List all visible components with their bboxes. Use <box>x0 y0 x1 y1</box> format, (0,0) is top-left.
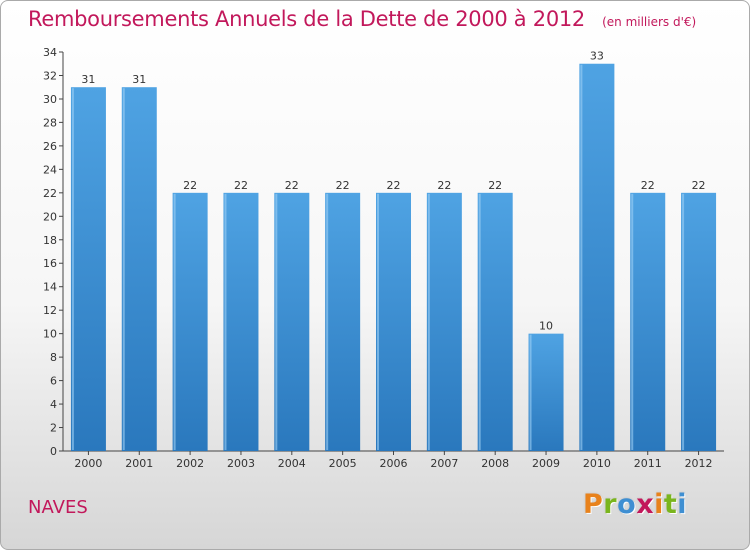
x-tick-label-2008: 2008 <box>481 457 509 470</box>
data-label-2003: 22 <box>234 179 248 192</box>
x-tick-label-2005: 2005 <box>329 457 357 470</box>
data-label-2011: 22 <box>641 179 655 192</box>
y-tick-label: 18 <box>43 234 57 247</box>
y-tick-label: 26 <box>43 140 57 153</box>
bar-highlight <box>427 193 430 450</box>
commune-name: NAVES <box>28 497 88 518</box>
y-tick-label: 20 <box>43 210 57 223</box>
x-tick-label-2012: 2012 <box>685 457 713 470</box>
bar-highlight <box>682 193 685 450</box>
bar-highlight <box>326 193 329 450</box>
data-label-2000: 31 <box>81 73 95 86</box>
bar-2002 <box>172 192 208 451</box>
y-tick-label: 32 <box>43 69 57 82</box>
chart-title: Remboursements Annuels de la Dette de 20… <box>28 7 585 31</box>
data-label-2008: 22 <box>488 179 502 192</box>
x-tick-label-2002: 2002 <box>176 457 204 470</box>
bar-highlight <box>580 64 583 450</box>
bar-2009 <box>528 333 564 451</box>
bar-2005 <box>325 192 361 451</box>
bar-highlight <box>122 88 125 451</box>
data-label-2002: 22 <box>183 179 197 192</box>
title-row: Remboursements Annuels de la Dette de 20… <box>28 7 696 31</box>
bar-2011 <box>630 192 666 451</box>
bar-2003 <box>223 192 259 451</box>
data-label-2006: 22 <box>387 179 401 192</box>
data-label-2012: 22 <box>692 179 706 192</box>
data-label-2007: 22 <box>437 179 451 192</box>
bar-highlight <box>173 193 176 450</box>
bar-highlight <box>631 193 634 450</box>
x-tick-label-2004: 2004 <box>278 457 306 470</box>
chart-subtitle: (en milliers d'€) <box>602 15 697 29</box>
bar-2008 <box>477 192 513 451</box>
y-tick-label: 10 <box>43 328 57 341</box>
bar-highlight <box>377 193 379 450</box>
y-tick-label: 34 <box>43 46 57 59</box>
x-tick-label-2001: 2001 <box>125 457 153 470</box>
bar-highlight <box>224 193 227 450</box>
y-tick-label: 6 <box>50 375 57 388</box>
y-tick-label: 14 <box>43 281 57 294</box>
bar-2006 <box>376 192 411 451</box>
y-tick-label: 0 <box>50 445 57 458</box>
bar-2007 <box>426 192 462 451</box>
y-tick-label: 16 <box>43 257 57 270</box>
x-tick-label-2011: 2011 <box>634 457 662 470</box>
y-tick-label: 30 <box>43 93 57 106</box>
bar-highlight <box>529 334 532 450</box>
x-tick-label-2006: 2006 <box>380 457 408 470</box>
data-label-2010: 33 <box>590 50 604 63</box>
y-tick-label: 12 <box>43 304 57 317</box>
y-tick-label: 24 <box>43 163 57 176</box>
bar-highlight <box>275 193 278 450</box>
bar-highlight <box>71 88 74 451</box>
x-tick-label-2003: 2003 <box>227 457 255 470</box>
data-label-2005: 22 <box>336 179 350 192</box>
x-tick-label-2010: 2010 <box>583 457 611 470</box>
y-tick-label: 4 <box>50 398 57 411</box>
data-label-2004: 22 <box>285 179 299 192</box>
x-tick-label-2009: 2009 <box>532 457 560 470</box>
bar-2001 <box>121 87 157 452</box>
data-label-2001: 31 <box>132 73 146 86</box>
proxiti-logo: Proxiti <box>583 489 688 520</box>
bar-highlight <box>478 193 481 450</box>
y-tick-label: 2 <box>50 422 57 435</box>
y-tick-label: 28 <box>43 116 57 129</box>
data-label-2009: 10 <box>539 320 553 333</box>
bar-2010 <box>579 63 615 452</box>
x-tick-label-2007: 2007 <box>430 457 458 470</box>
y-tick-label: 8 <box>50 351 57 364</box>
y-tick-label: 22 <box>43 187 57 200</box>
bar-2000 <box>70 87 106 452</box>
bar-2004 <box>274 192 310 451</box>
bar-2012 <box>681 192 717 451</box>
x-tick-label-2000: 2000 <box>74 457 102 470</box>
